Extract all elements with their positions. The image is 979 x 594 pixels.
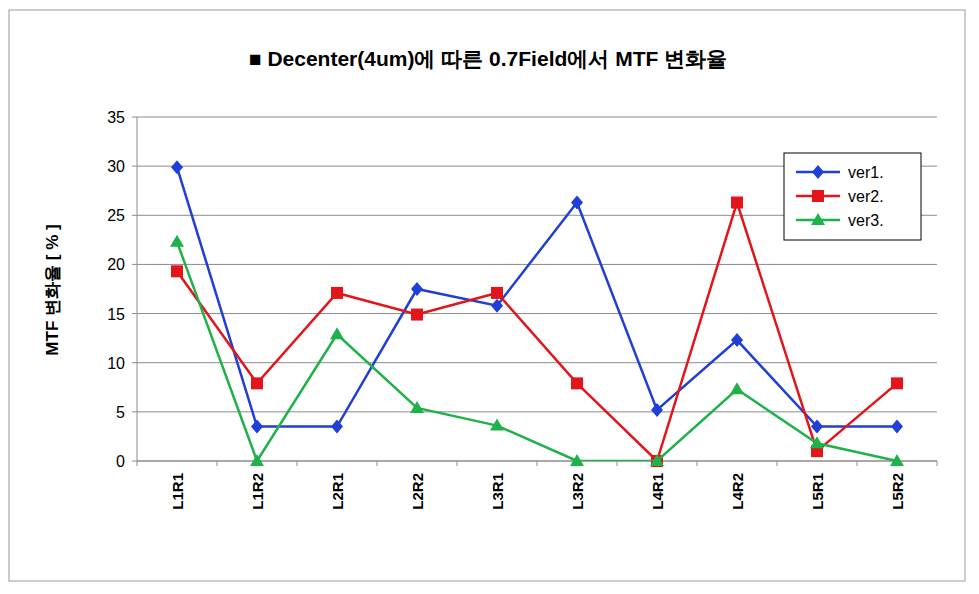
grid-line (137, 117, 937, 118)
chart-container: ■ Decenter(4um)에 따른 0.7Field에서 MTF 변화율 0 5… (0, 0, 979, 594)
marker-triangle (330, 327, 344, 339)
y-tick-label: 25 (107, 207, 125, 224)
marker-square (571, 377, 583, 389)
marker-triangle (170, 235, 184, 247)
marker-triangle (250, 454, 264, 466)
y-tick (132, 411, 137, 412)
marker-square (491, 287, 503, 299)
series-line-group (177, 242, 897, 461)
y-tick (132, 117, 137, 118)
marker-diamond (251, 420, 263, 434)
marker-diamond (891, 420, 903, 434)
marker-diamond (411, 282, 423, 296)
x-tick-label: L1R2 (249, 473, 266, 510)
x-tick-label: L4R1 (649, 473, 666, 510)
y-tick (132, 362, 137, 363)
y-tick (132, 215, 137, 216)
series-line (177, 242, 897, 461)
y-tick-label: 5 (116, 404, 125, 421)
grid-line (137, 411, 937, 412)
legend-marker (812, 165, 824, 179)
x-tick (617, 461, 618, 466)
chart-svg: ■ Decenter(4um)에 따른 0.7Field에서 MTF 변화율 0 5… (0, 0, 979, 594)
y-axis-label: MTF 변화율 [ % ] (43, 224, 62, 355)
x-tick-label: L5R1 (809, 473, 826, 510)
grid-line (137, 264, 937, 265)
y-tick (132, 313, 137, 314)
marker-diamond (731, 333, 743, 347)
marker-diamond (571, 196, 583, 210)
marker-diamond (811, 420, 823, 434)
legend: ver1. ver2. ver3. (784, 153, 921, 240)
x-tick (457, 461, 458, 466)
x-tick (857, 461, 858, 466)
grid-line (137, 362, 937, 363)
x-tick-label: L2R2 (409, 473, 426, 510)
x-tick (937, 461, 938, 466)
y-tick-label: 15 (107, 306, 125, 323)
marker-triangle (490, 419, 504, 431)
legend-label: ver3. (848, 212, 884, 229)
marker-square (891, 377, 903, 389)
y-tick (132, 461, 137, 462)
marker-square (251, 377, 263, 389)
x-tick (697, 461, 698, 466)
x-tick (377, 461, 378, 466)
x-tick-label: L5R2 (889, 473, 906, 510)
marker-square (731, 197, 743, 209)
marker-triangle (410, 401, 424, 413)
y-tick (132, 166, 137, 167)
marker-diamond (331, 420, 343, 434)
marker-square (171, 265, 183, 277)
marker-diamond (491, 299, 503, 313)
series-line (177, 203, 897, 461)
x-tick-label: L4R2 (729, 473, 746, 510)
y-tick-label: 20 (107, 256, 125, 273)
x-tick (217, 461, 218, 466)
series-line-group (177, 203, 897, 461)
grid-line (137, 313, 937, 314)
x-tick-label: L2R1 (329, 473, 346, 510)
legend-marker (811, 213, 825, 225)
marker-triangle (890, 454, 904, 466)
marker-square (411, 309, 423, 321)
marker-square (331, 287, 343, 299)
legend-label: ver2. (848, 188, 884, 205)
x-tick (137, 461, 138, 466)
y-tick (132, 264, 137, 265)
legend-label: ver1. (848, 164, 884, 181)
x-tick-label: L3R2 (569, 473, 586, 510)
x-tick (297, 461, 298, 466)
legend-box (784, 153, 921, 240)
y-axis (137, 117, 138, 461)
marker-triangle (650, 454, 664, 466)
legend-marker (812, 190, 824, 202)
chart-frame (9, 10, 965, 581)
x-tick-label: L3R1 (489, 473, 506, 510)
marker-triangle (730, 382, 744, 394)
title: ■ Decenter(4um)에 따른 0.7Field에서 MTF 변화율 (249, 47, 727, 70)
y-tick-label: 0 (116, 453, 125, 470)
marker-triangle (570, 454, 584, 466)
x-tick (537, 461, 538, 466)
marker-diamond (171, 160, 183, 174)
y-tick-label: 30 (107, 158, 125, 175)
marker-triangle (810, 436, 824, 448)
x-tick-label: L1R1 (169, 473, 186, 510)
y-tick-label: 35 (107, 109, 125, 126)
x-tick (777, 461, 778, 466)
y-tick-label: 10 (107, 355, 125, 372)
marker-diamond (651, 403, 663, 417)
